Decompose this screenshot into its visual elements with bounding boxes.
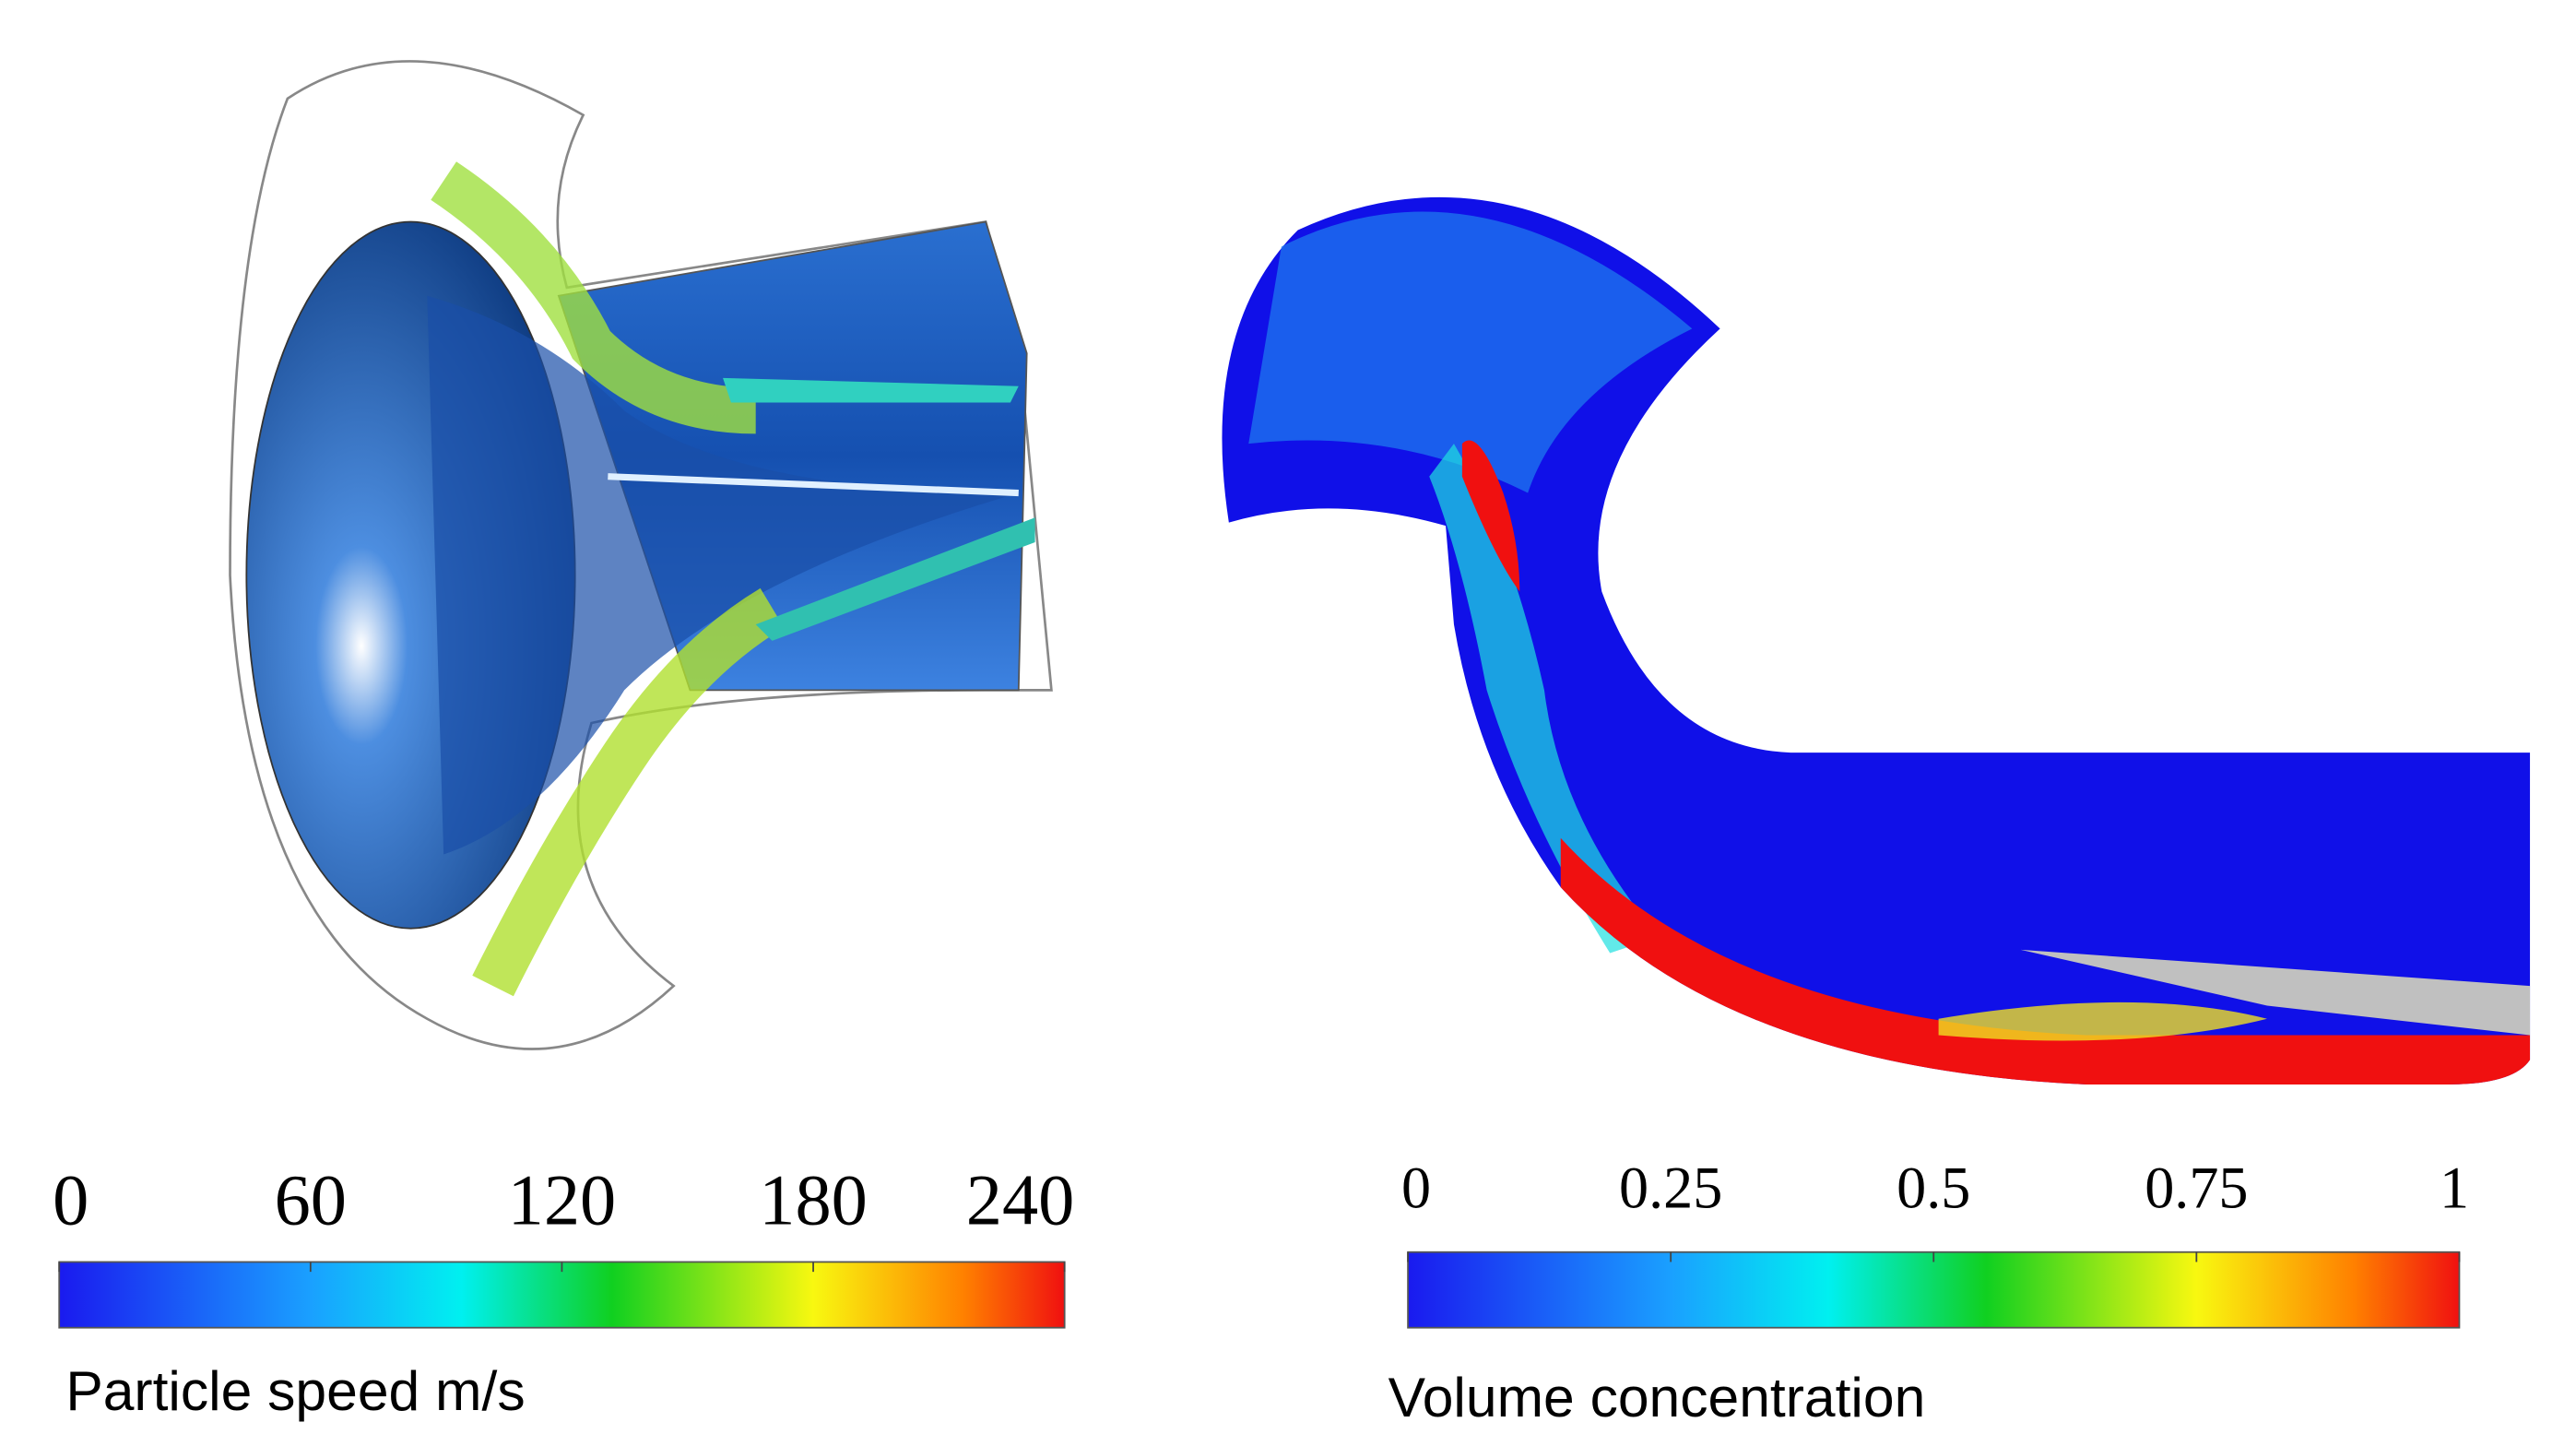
colorbar-label: Volume concentration: [1388, 1366, 1926, 1428]
colorbar-label: Particle speed m/s: [65, 1359, 525, 1422]
colorbar: [1407, 1250, 2461, 1329]
particle-illustration: [229, 60, 1053, 1050]
concentration-illustration: [1222, 196, 2531, 1084]
tick-label: 0: [53, 1159, 89, 1239]
colorbar: [58, 1261, 1066, 1329]
tick-label: 60: [275, 1159, 347, 1239]
tick-label: 120: [508, 1159, 617, 1239]
tick-label: 0.5: [1897, 1156, 1970, 1221]
tick-label: 0.75: [2145, 1156, 2248, 1221]
tick-label: 240: [966, 1159, 1075, 1239]
tick-label: 180: [759, 1159, 868, 1239]
tick-label: 1: [2440, 1156, 2469, 1221]
tick-label: 0.25: [1619, 1156, 1722, 1221]
tick-label: 0: [1401, 1156, 1431, 1221]
